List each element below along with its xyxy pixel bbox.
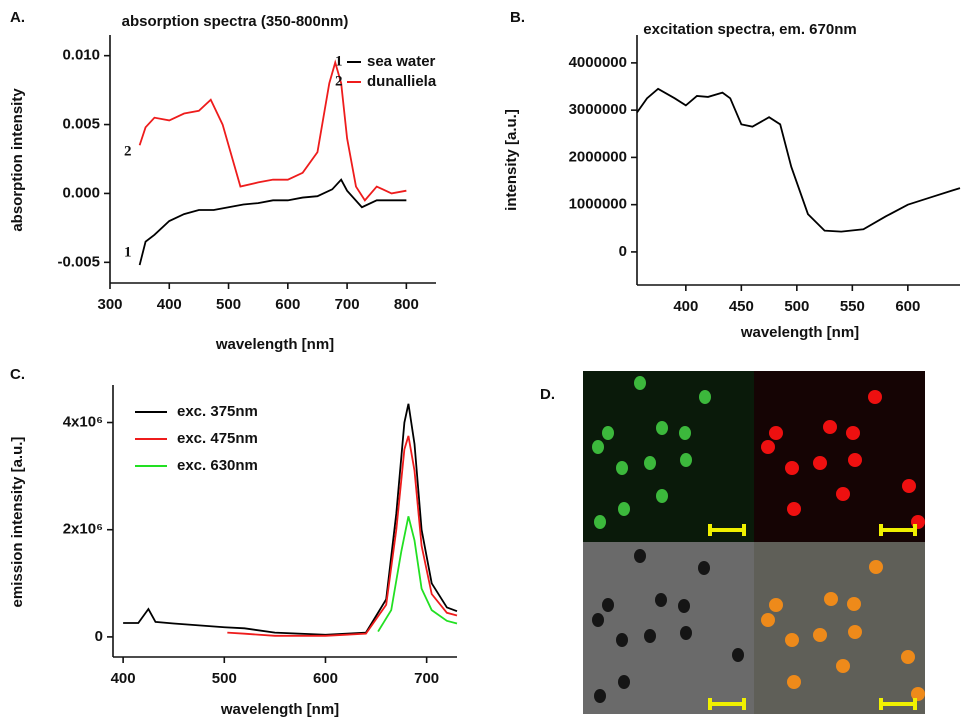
data-line [138,178,407,266]
legend-label: exc. 475nm [177,430,258,447]
x-tick-label: 600 [313,670,338,687]
x-tick-label: 550 [840,298,865,315]
x-tick-label: 450 [729,298,754,315]
x-axis-label: wavelength [nm] [215,336,334,353]
image-red [754,371,925,542]
panel-label: A. [10,9,25,26]
y-tick-label: 2x10⁶ [63,521,103,538]
image-brightfield [583,542,754,714]
image-merge [754,542,925,714]
x-tick-label: 400 [673,298,698,315]
legend-label: exc. 630nm [177,457,258,474]
y-tick-label: 0.000 [62,184,100,201]
y-tick-label: 0.005 [62,116,100,133]
y-tick-label: 4x10⁶ [63,413,103,430]
panel-label: D. [540,386,555,403]
panel-label: C. [10,366,25,383]
x-tick-label: 700 [335,296,360,313]
data-line [138,59,407,202]
x-axis-label: wavelength [nm] [740,324,859,341]
chart-title: absorption spectra (350-800nm) [122,13,349,30]
legend-label: dunalliela [367,73,437,90]
x-tick-label: 800 [394,296,419,313]
legend-label: exc. 375nm [177,403,258,420]
y-tick-label: 0 [619,243,627,260]
image-green [583,371,754,542]
cells-red [761,390,925,529]
panel-label: B. [510,9,525,26]
x-tick-label: 400 [111,670,136,687]
y-tick-label: 0 [95,628,103,645]
y-axis-label: absorption intensity [9,88,26,232]
x-tick-label: 600 [275,296,300,313]
chart-title: excitation spectra, em. 670nm [643,21,856,38]
y-axis-label: intensity [a.u.] [503,109,520,211]
x-tick-label: 700 [414,670,439,687]
scale-bars [708,524,917,710]
y-tick-label: 2000000 [569,148,627,165]
x-tick-label: 400 [157,296,182,313]
cells-orange [761,560,925,701]
y-tick-label: 4000000 [569,54,627,71]
y-tick-label: 3000000 [569,101,627,118]
cells-dark [592,549,744,703]
y-tick-label: 0.010 [62,47,100,64]
legend-label: sea water [367,53,436,70]
data-line [377,516,458,633]
y-axis-label: emission intensity [a.u.] [9,437,26,608]
y-tick-label: 1000000 [569,196,627,213]
x-tick-label: 300 [97,296,122,313]
x-tick-label: 500 [216,296,241,313]
annotation: 1 [124,244,132,260]
x-tick-label: 500 [784,298,809,315]
y-tick-label: -0.005 [57,253,100,270]
legend-number: 1 [335,53,343,69]
x-tick-label: 600 [895,298,920,315]
cells-green [592,376,711,529]
legend-number: 2 [335,73,343,89]
data-line [227,435,458,637]
annotation: 2 [124,143,132,159]
data-line [636,87,961,233]
x-axis-label: wavelength [nm] [220,701,339,718]
x-tick-label: 500 [212,670,237,687]
micrograph-grid [583,371,925,714]
